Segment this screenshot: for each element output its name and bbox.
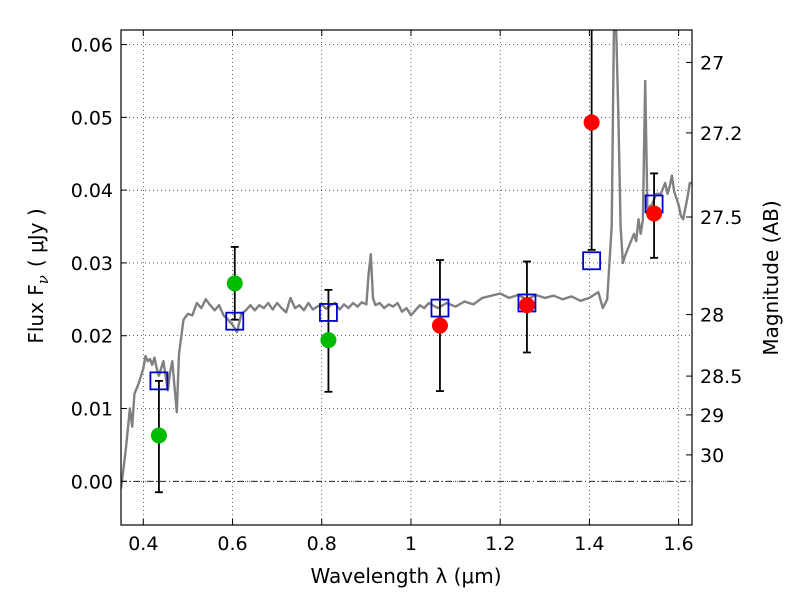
right-tick-label: 29 bbox=[700, 405, 724, 427]
x-tick-label: 1.6 bbox=[664, 533, 694, 555]
model-square bbox=[149, 371, 169, 391]
right-tick-label: 28 bbox=[700, 305, 724, 327]
plot-frame bbox=[120, 29, 693, 526]
ticks: 0.4 0.6 0.8 1 1.2 1.4 1.6 0.00 0.01 0.02 0.03 0.04 0… bbox=[71, 30, 742, 555]
x-tick-label: 1.2 bbox=[485, 533, 515, 555]
y-axis-label-right: Magnitude (AB) bbox=[759, 200, 783, 355]
y-tick-label: 0.05 bbox=[71, 107, 113, 129]
y-axis-label-flux: Flux F bbox=[24, 284, 48, 343]
x-tick-label: 0.4 bbox=[128, 533, 158, 555]
x-axis-label: Wavelength λ (μm) bbox=[310, 564, 501, 588]
y-tick-label: 0.03 bbox=[71, 253, 113, 275]
spectrum-line bbox=[121, 30, 692, 489]
right-tick-label: 27 bbox=[700, 52, 724, 74]
model-square bbox=[319, 303, 338, 322]
right-tick-label: 27.5 bbox=[700, 207, 742, 229]
observed-point bbox=[431, 317, 448, 334]
x-tick-label: 0.8 bbox=[307, 533, 337, 555]
observed-point bbox=[518, 297, 535, 314]
model-square bbox=[430, 298, 450, 318]
observed-point bbox=[646, 205, 663, 222]
model-square bbox=[225, 311, 245, 331]
grid bbox=[121, 30, 692, 525]
x-tick-label: 1 bbox=[405, 533, 417, 555]
observed-point bbox=[583, 114, 600, 131]
y-tick-label: 0.02 bbox=[71, 326, 113, 348]
observed-point bbox=[226, 275, 243, 292]
y-axis-label-unit: ( μJy ) bbox=[24, 208, 48, 267]
observed-point bbox=[320, 332, 337, 349]
y-tick-label: 0.06 bbox=[71, 35, 113, 57]
y-axis-label-nu: ν bbox=[34, 275, 52, 284]
x-tick-label: 1.4 bbox=[574, 533, 604, 555]
observed-point bbox=[150, 427, 167, 444]
model-square bbox=[582, 251, 602, 271]
right-tick-label: 30 bbox=[700, 445, 724, 467]
x-tick-label: 0.6 bbox=[217, 533, 247, 555]
right-tick-label: 28.5 bbox=[700, 366, 742, 388]
y-axis-label-left: Flux Fν ( μJy ) bbox=[24, 208, 52, 343]
right-tick-label: 27.2 bbox=[700, 123, 742, 145]
y-tick-label: 0.04 bbox=[71, 180, 113, 202]
markers-layer bbox=[149, 30, 664, 494]
y-tick-label: 0.01 bbox=[71, 399, 113, 421]
y-tick-label: 0.00 bbox=[71, 471, 113, 493]
data-layer bbox=[121, 30, 692, 489]
